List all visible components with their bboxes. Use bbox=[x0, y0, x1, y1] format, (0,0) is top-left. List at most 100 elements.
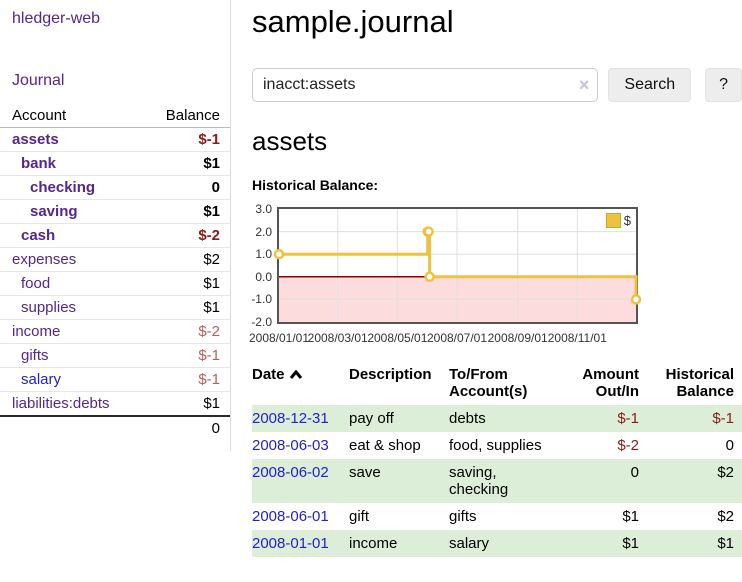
main-content: sample.journal × Search ? assets Histori… bbox=[249, 0, 742, 557]
account-link[interactable]: saving bbox=[30, 203, 78, 220]
transaction-date-link[interactable]: 2008-06-03 bbox=[252, 437, 329, 454]
account-row: bank $1 bbox=[0, 151, 230, 176]
x-axis-tick-label: 2008/03/01 bbox=[307, 331, 368, 345]
transaction-balance-cell: $-1 bbox=[647, 405, 742, 432]
account-balance: $-1 bbox=[145, 367, 230, 392]
register-header-amount[interactable]: Amount Out/In bbox=[582, 366, 639, 400]
account-balance: $-2 bbox=[145, 319, 230, 344]
search-button[interactable]: Search bbox=[608, 68, 692, 102]
accounts-total-balance: 0 bbox=[145, 415, 230, 440]
register-header-balance[interactable]: Historical Balance bbox=[665, 366, 734, 400]
account-balance: $-1 bbox=[145, 343, 230, 368]
y-axis-tick-label: 0.0 bbox=[255, 269, 272, 284]
transaction-accounts-cell: food, supplies bbox=[449, 437, 542, 454]
transaction-amount-cell: $-2 bbox=[617, 437, 639, 454]
transaction-amount-cell: 0 bbox=[561, 459, 647, 503]
transaction-row: 2008-06-02 save saving, checking 0 $2 bbox=[252, 459, 742, 503]
register-header-accounts[interactable]: To/From Account(s) bbox=[449, 366, 528, 400]
chart-section-label: Historical Balance: bbox=[252, 177, 379, 193]
account-balance: $1 bbox=[145, 391, 230, 417]
accounts-table-header-account: Account bbox=[0, 104, 145, 128]
account-link[interactable]: gifts bbox=[21, 347, 49, 364]
account-row: cash $-2 bbox=[0, 223, 230, 248]
chart-plot-area: $ bbox=[273, 207, 642, 324]
x-axis-tick-label: 2008/11/01 bbox=[547, 331, 607, 345]
x-axis-tick-label: 2008/07/01 bbox=[426, 331, 488, 345]
account-balance: $-1 bbox=[145, 127, 230, 152]
account-link[interactable]: assets bbox=[12, 131, 59, 148]
transaction-date-cell: 2008-06-03 bbox=[252, 432, 349, 459]
x-axis-tick-label: 2008/01/01 bbox=[248, 331, 310, 345]
account-balance: $2 bbox=[145, 247, 230, 272]
account-link[interactable]: income bbox=[12, 323, 61, 340]
account-link[interactable]: liabilities:debts bbox=[12, 395, 110, 412]
transaction-balance-cell: $2 bbox=[647, 459, 742, 503]
transaction-row: 2008-12-31 pay off debts $-1 $-1 bbox=[252, 405, 742, 432]
account-link[interactable]: supplies bbox=[21, 299, 77, 316]
chart-legend: $ bbox=[605, 213, 631, 228]
y-axis-tick-label: 3.0 bbox=[255, 202, 272, 216]
transaction-balance-cell: $1 bbox=[647, 530, 742, 557]
transaction-description-cell: gift bbox=[349, 508, 370, 525]
accounts-table-body: assets $-1 bank $1 checking 0 saving $1 cash $-2 e… bbox=[0, 127, 230, 440]
y-axis-tick-label: -2.0 bbox=[251, 315, 272, 329]
transaction-balance-cell: 0 bbox=[725, 437, 734, 454]
balance-chart: $ 3.0 2.0 1.0 0.0 -1.0 -2.0 2008/01/01 2008/03/… bbox=[246, 201, 742, 351]
transaction-accounts-cell: debts bbox=[449, 405, 561, 432]
transaction-date-cell: 2008-06-02 bbox=[252, 459, 349, 503]
legend-label: $ bbox=[623, 213, 631, 228]
x-axis-tick-label: 2008/09/01 bbox=[487, 331, 548, 345]
transaction-accounts-cell: saving, checking bbox=[449, 459, 561, 503]
y-axis-tick-label: 2.0 bbox=[255, 224, 272, 239]
account-balance: $-2 bbox=[145, 223, 230, 248]
account-row: income $-2 bbox=[0, 319, 230, 344]
account-balance: $1 bbox=[145, 271, 230, 296]
register-table: Date Description To/From Account(s) Amou… bbox=[252, 361, 742, 557]
account-balance: $1 bbox=[145, 295, 230, 320]
account-heading: assets bbox=[252, 126, 328, 156]
account-row: expenses $2 bbox=[0, 247, 230, 272]
accounts-table-header-balance: Balance bbox=[145, 104, 230, 128]
x-axis-tick-label: 2008/05/01 bbox=[367, 331, 428, 345]
legend-swatch-icon bbox=[605, 213, 621, 228]
transaction-amount-cell: $1 bbox=[622, 508, 639, 525]
transaction-accounts-cell: gifts bbox=[449, 508, 477, 525]
transaction-date-link[interactable]: 2008-06-02 bbox=[252, 464, 329, 481]
register-header-description[interactable]: Description bbox=[349, 366, 432, 383]
transaction-date-cell: 2008-06-01 bbox=[252, 503, 349, 530]
account-link[interactable]: expenses bbox=[12, 251, 77, 268]
account-row: saving $1 bbox=[0, 199, 230, 224]
transaction-balance-cell: $2 bbox=[717, 508, 734, 525]
account-link[interactable]: cash bbox=[21, 227, 56, 244]
transaction-row: 2008-01-01 income salary $1 $1 bbox=[252, 530, 742, 557]
transaction-description-cell: save bbox=[349, 459, 449, 503]
y-axis-tick-label: -1.0 bbox=[251, 292, 272, 307]
transaction-date-link[interactable]: 2008-01-01 bbox=[252, 535, 329, 552]
transaction-row: 2008-06-01 gift gifts $1 $2 bbox=[252, 503, 742, 530]
account-link[interactable]: checking bbox=[30, 179, 96, 196]
transaction-description-cell: pay off bbox=[349, 405, 449, 432]
account-link[interactable]: salary bbox=[21, 371, 62, 388]
register-header-date[interactable]: Date bbox=[252, 361, 349, 405]
transaction-date-cell: 2008-01-01 bbox=[252, 530, 349, 557]
account-row: supplies $1 bbox=[0, 295, 230, 320]
accounts-total-row: 0 bbox=[0, 415, 230, 440]
app-title-link[interactable]: hledger-web bbox=[12, 10, 101, 27]
clear-search-icon[interactable]: × bbox=[578, 75, 590, 95]
account-link[interactable]: food bbox=[21, 275, 51, 292]
sidebar-item-journal[interactable]: Journal bbox=[12, 72, 65, 89]
transaction-date-link[interactable]: 2008-12-31 bbox=[252, 410, 329, 427]
transaction-date-link[interactable]: 2008-06-01 bbox=[252, 508, 329, 525]
help-button[interactable]: ? bbox=[705, 68, 742, 102]
account-link[interactable]: bank bbox=[21, 155, 57, 172]
transaction-description-cell: income bbox=[349, 530, 449, 557]
account-row: checking 0 bbox=[0, 175, 230, 200]
transaction-amount-cell: $-1 bbox=[561, 405, 647, 432]
chart-svg bbox=[273, 209, 642, 322]
transaction-amount-cell: $1 bbox=[561, 530, 647, 557]
search-input[interactable] bbox=[252, 68, 599, 102]
account-balance: $1 bbox=[145, 199, 230, 224]
transaction-accounts-cell: salary bbox=[449, 530, 561, 557]
accounts-table: Account Balance assets $-1 bank $1 checking 0… bbox=[0, 104, 230, 440]
account-row: salary $-1 bbox=[0, 367, 230, 392]
